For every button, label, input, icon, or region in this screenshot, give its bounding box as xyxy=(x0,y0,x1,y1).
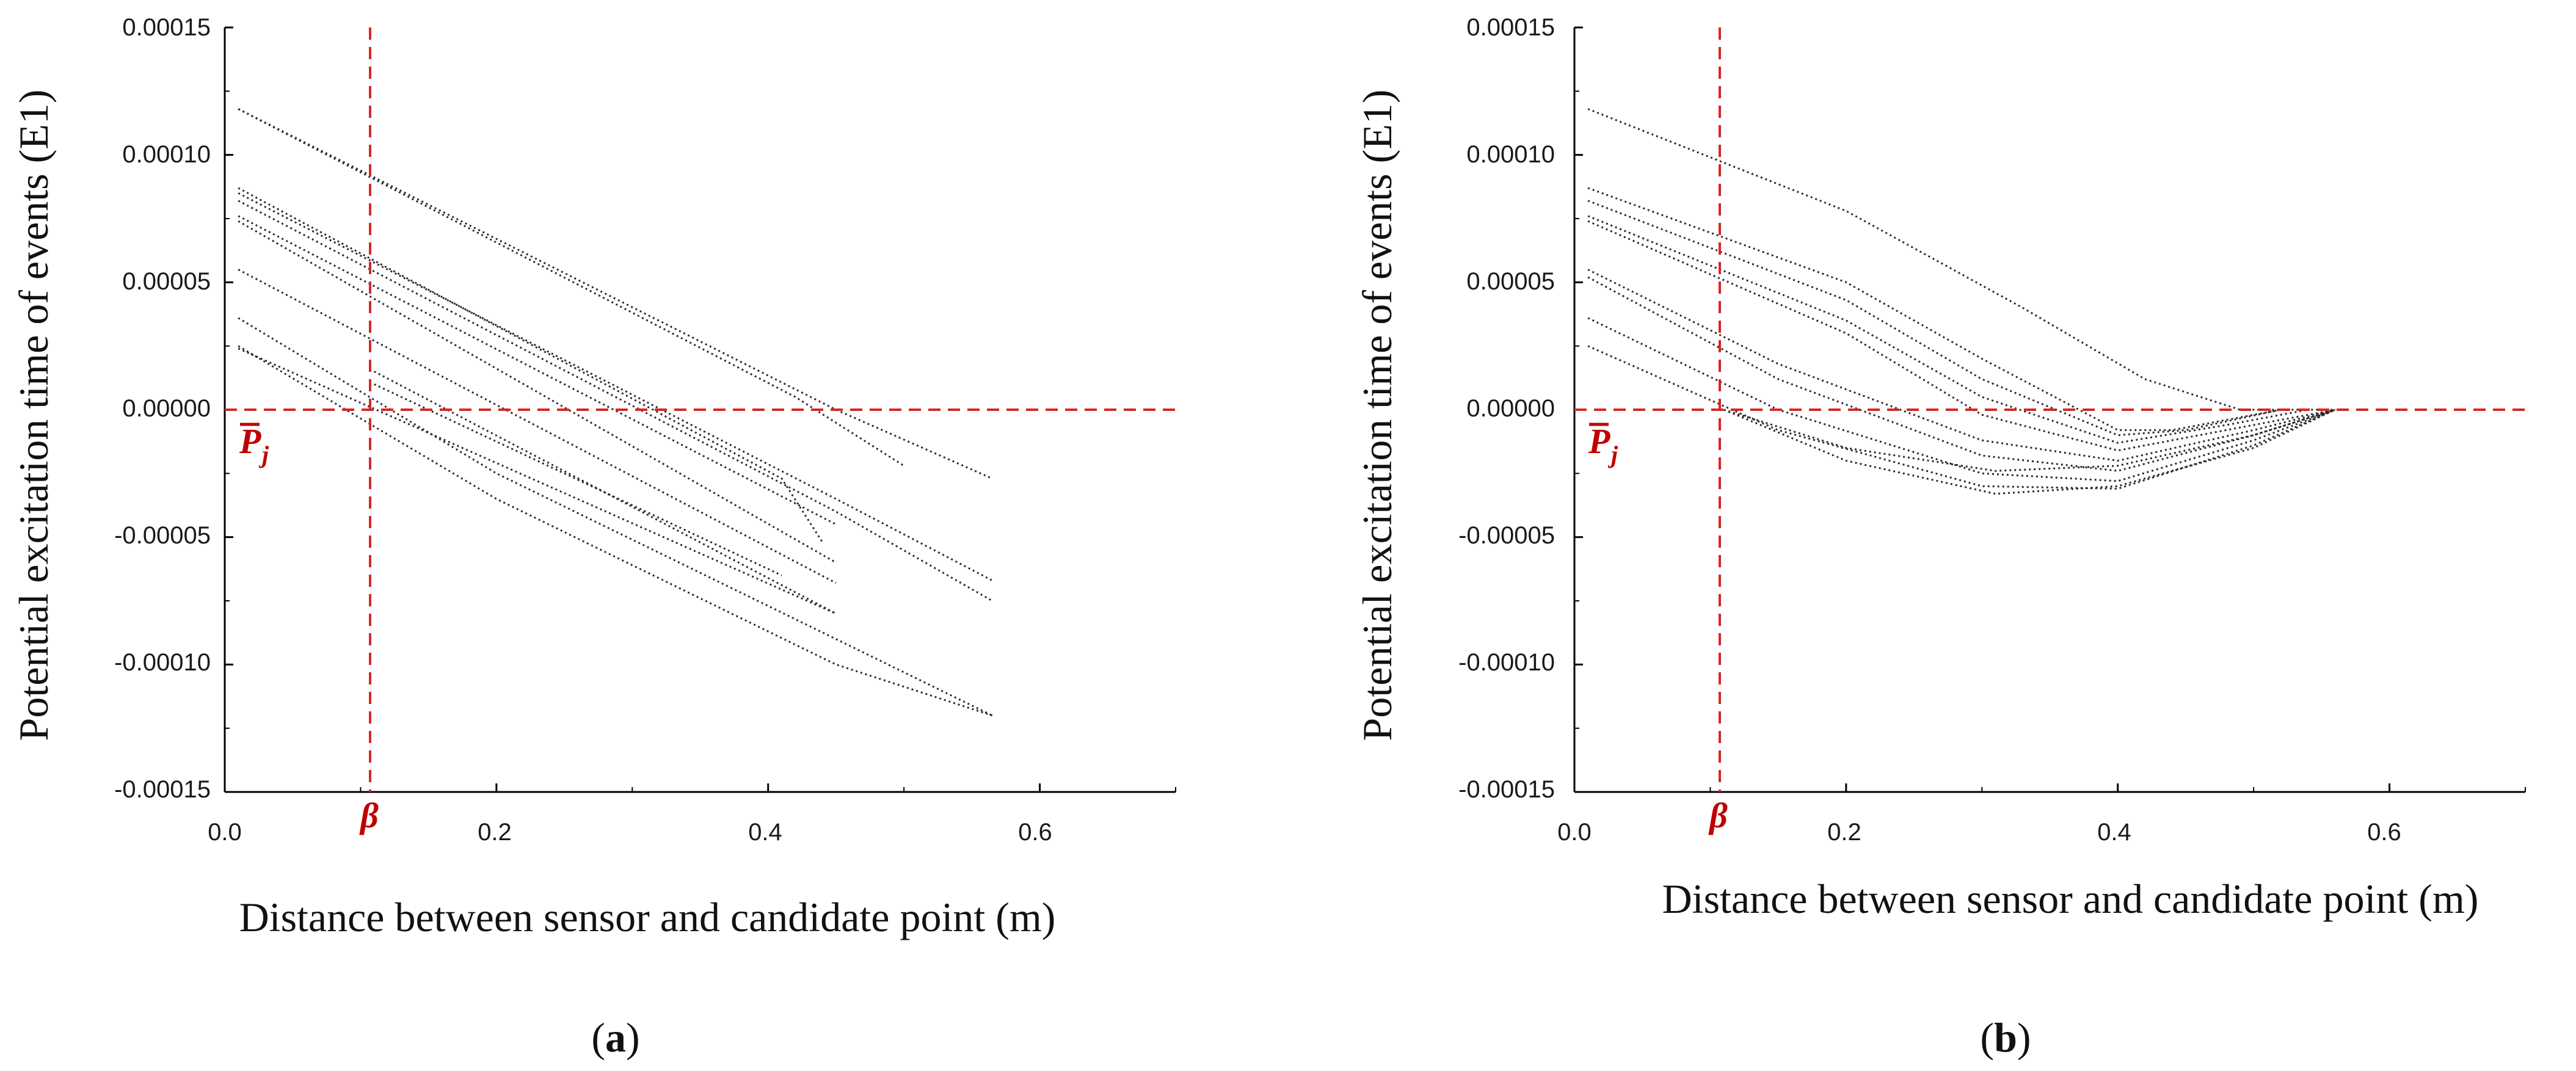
y-tick-label: -0.00005 xyxy=(114,522,211,549)
x-tick-label: 0.0 xyxy=(208,819,242,846)
y-tick-label: 0.00000 xyxy=(122,395,211,422)
x-tick-label: 0.4 xyxy=(748,819,782,846)
series-line-event-3 xyxy=(1587,200,2281,437)
y-tick-label: 0.00010 xyxy=(1466,141,1555,168)
x-tick-label: 0.6 xyxy=(2367,819,2401,846)
x-axis-title-a: Distance between sensor and candidate po… xyxy=(239,894,1056,940)
y-tick-labels-b: 0.00015 0.00010 0.00005 0.00000 -0.00005… xyxy=(1458,14,1555,803)
series-line-event-8 xyxy=(238,269,837,584)
series-line-event-8 xyxy=(1587,317,2336,482)
series-line-event-7 xyxy=(238,220,837,564)
series-line-event-11 xyxy=(1723,408,2336,472)
y-tick-label: -0.00010 xyxy=(114,649,211,676)
chart-panel-a: 0.00015 0.00010 0.00005 0.00000 -0.00005… xyxy=(10,14,1176,1061)
series-line-event-3 xyxy=(238,187,823,543)
y-tick-label: 0.00005 xyxy=(122,268,211,295)
x-tick-label: 0.6 xyxy=(1018,819,1052,846)
series-line-event-7 xyxy=(1587,276,2336,472)
panel-label-a: (a) xyxy=(591,1014,639,1061)
series-line-event-5 xyxy=(238,200,993,602)
series-line-event-9 xyxy=(238,317,993,717)
x-tick-label: 0.0 xyxy=(1557,819,1592,846)
series-line-event-9 xyxy=(1587,345,2336,490)
x-axis-title-b: Distance between sensor and candidate po… xyxy=(1662,876,2479,922)
pj-label-a: P j xyxy=(239,421,269,468)
y-tick-label: 0.00015 xyxy=(1466,14,1555,41)
x-tick-labels-b: 0.0 0.2 0.4 0.6 xyxy=(1557,819,2401,846)
series-line-event-5 xyxy=(1587,220,2335,452)
series-line-event-6 xyxy=(238,215,837,526)
y-tick-label: -0.00015 xyxy=(1458,776,1555,803)
series-line-event-13 xyxy=(374,383,782,576)
series-line-event-2 xyxy=(238,108,993,480)
plot-area-b xyxy=(1573,26,2526,793)
pj-label-main: P xyxy=(1588,421,1610,461)
y-tick-label: -0.00015 xyxy=(114,776,211,803)
x-tick-label: 0.4 xyxy=(2097,819,2131,846)
y-tick-label: 0.00000 xyxy=(1466,395,1555,422)
chart-panel-b: 0.00015 0.00010 0.00005 0.00000 -0.00005… xyxy=(1354,14,2526,1061)
y-tick-label: 0.00015 xyxy=(122,14,211,41)
series-line-event-10 xyxy=(238,345,993,717)
series-line-event-6 xyxy=(1587,269,2335,462)
beta-label-b: β xyxy=(1708,796,1728,835)
series-line-event-11 xyxy=(238,347,837,615)
plot-area-a xyxy=(224,26,1176,793)
y-tick-label: -0.00010 xyxy=(1458,649,1555,676)
y-tick-label: -0.00005 xyxy=(1458,522,1555,549)
beta-label-a: β xyxy=(359,796,379,835)
series-line-event-1 xyxy=(1587,108,2335,411)
x-tick-labels-a: 0.0 0.2 0.4 0.6 xyxy=(208,819,1052,846)
y-tick-labels-a: 0.00015 0.00010 0.00005 0.00000 -0.00005… xyxy=(114,14,211,803)
x-tick-label: 0.2 xyxy=(1827,819,1861,846)
x-tick-label: 0.2 xyxy=(478,819,512,846)
y-axis-title-a: Potential excitation time of events (E1) xyxy=(10,90,57,741)
panel-label-b: (b) xyxy=(1980,1014,2031,1061)
series-line-event-2 xyxy=(1587,187,2281,431)
pj-label-main: P xyxy=(239,421,261,461)
series-line-event-1 xyxy=(238,108,904,467)
pj-label-b: P j xyxy=(1588,421,1618,468)
y-tick-label: 0.00010 xyxy=(122,141,211,168)
y-tick-label: 0.00005 xyxy=(1466,268,1555,295)
y-axis-title-b: Potential excitation time of events (E1) xyxy=(1354,90,1400,741)
